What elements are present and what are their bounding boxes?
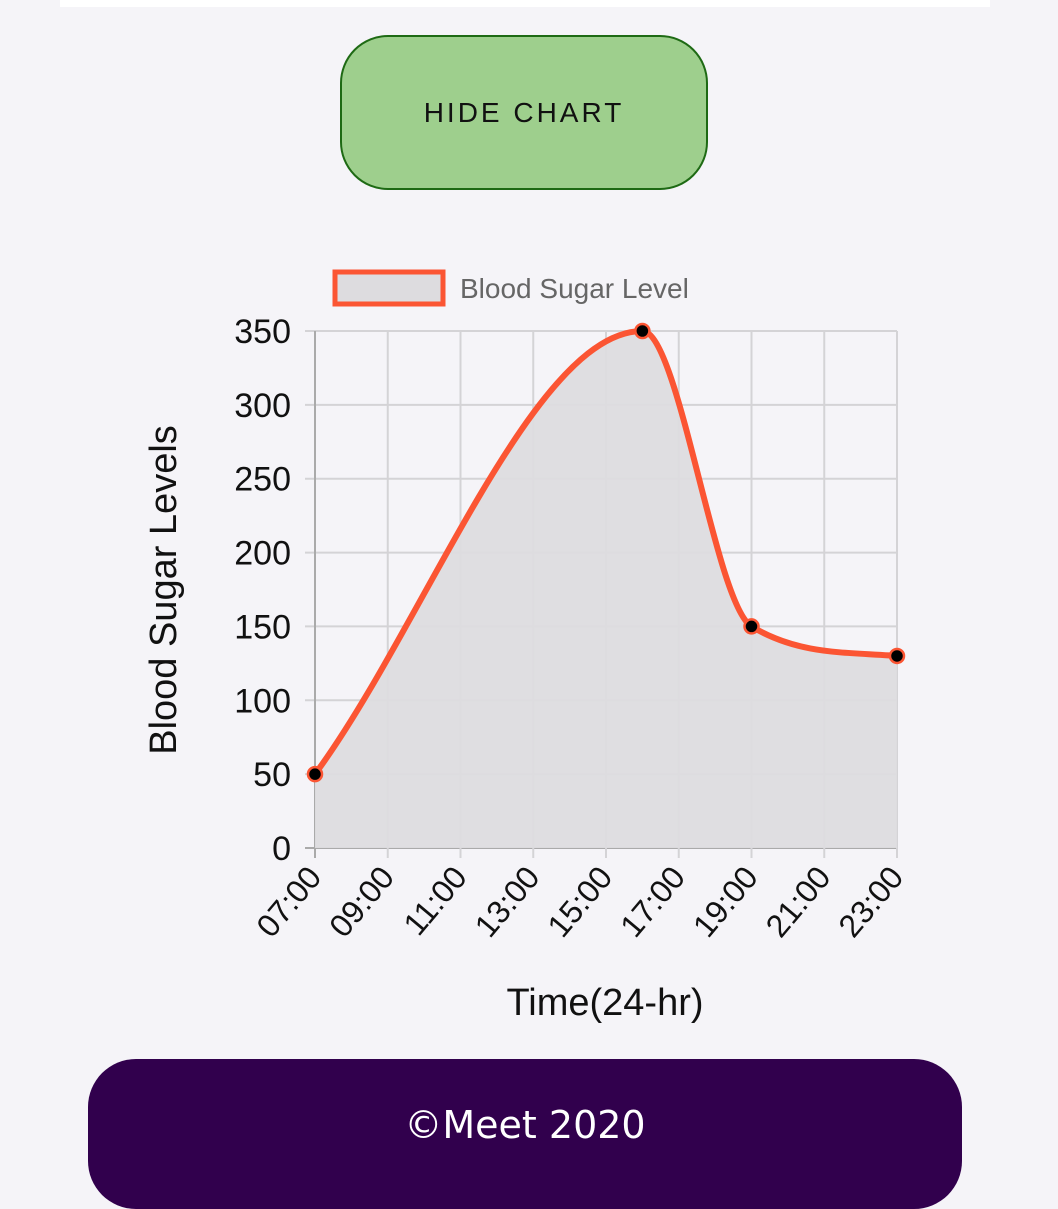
y-axis-ticks: 0 50 100 150 200 250 300 350 <box>234 313 291 868</box>
x-tick-label: 15:00 <box>540 859 619 943</box>
y-axis-title: Blood Sugar Levels <box>143 425 185 755</box>
data-point[interactable] <box>743 618 760 635</box>
x-tick-label: 23:00 <box>831 859 910 943</box>
x-tick-label: 07:00 <box>249 859 328 943</box>
data-point[interactable] <box>888 647 906 665</box>
x-tick-label: 19:00 <box>686 859 765 943</box>
blood-sugar-chart: Blood Sugar Level 050100150200250300350 … <box>143 269 910 1024</box>
x-axis-title: Time(24-hr) <box>506 982 703 1024</box>
legend-label: Blood Sugar Level <box>460 273 689 304</box>
series-points <box>306 322 906 783</box>
footer-copyright: ©Meet 2020 <box>404 1103 646 1147</box>
x-tick-label: 11:00 <box>396 859 474 942</box>
data-point[interactable] <box>634 322 651 340</box>
y-tick-label: 50 <box>253 756 291 794</box>
y-tick-label: 150 <box>234 608 291 646</box>
x-tick-label: 13:00 <box>468 859 547 943</box>
y-tick-label: 300 <box>234 387 291 425</box>
series-area <box>315 331 897 848</box>
top-card-edge <box>60 0 990 7</box>
x-tick-label: 21:00 <box>759 859 838 943</box>
y-tick-label: 200 <box>234 535 291 573</box>
y-tick-label: 350 <box>234 313 291 351</box>
chart-legend[interactable]: Blood Sugar Level <box>332 269 689 307</box>
y-tick-label: 0 <box>272 830 291 868</box>
hide-chart-button[interactable]: HIDE CHART <box>340 35 708 190</box>
y-tick-label: 100 <box>234 682 291 720</box>
data-point[interactable] <box>306 765 324 783</box>
x-tick-label: 17:00 <box>613 859 692 943</box>
footer: ©Meet 2020 <box>88 1059 962 1209</box>
x-tick-label: 09:00 <box>322 859 401 943</box>
y-tick-label: 250 <box>234 461 291 499</box>
x-axis-ticks: 07:0009:0011:0013:0015:0017:0019:0021:00… <box>249 859 910 943</box>
legend-swatch <box>332 269 446 307</box>
series-line <box>312 328 898 776</box>
